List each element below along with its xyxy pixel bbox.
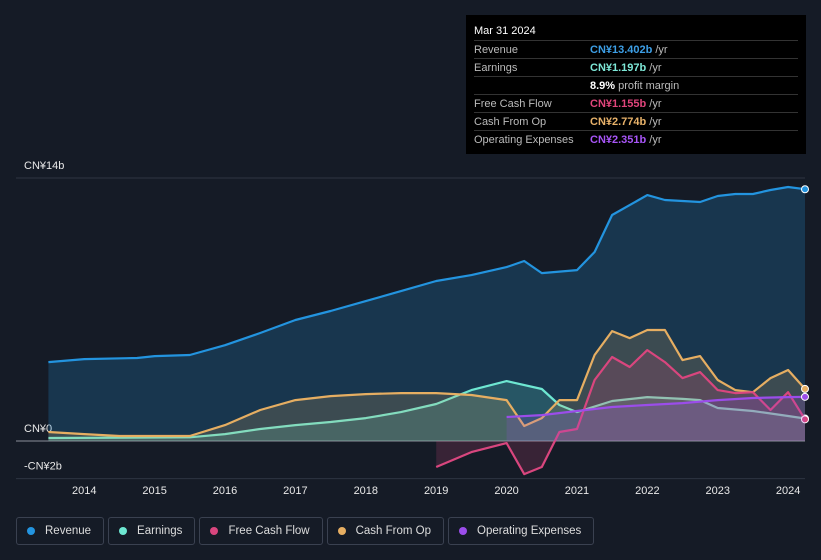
x-tick-label: 2020 (494, 485, 518, 497)
x-tick-label: 2022 (635, 485, 659, 497)
x-tick-label: 2023 (705, 485, 729, 497)
tooltip-label: Cash From Op (474, 116, 547, 128)
series-end-dot (801, 392, 809, 401)
legend-item[interactable]: Earnings (108, 517, 196, 545)
series-area (48, 381, 805, 442)
legend-label: Revenue (45, 525, 92, 537)
tooltip-value: CN¥1.155b (590, 98, 647, 110)
legend: Revenue Earnings Free Cash Flow Cash From O… (16, 517, 595, 545)
x-tick-label: 2014 (72, 485, 96, 497)
tooltip-date: Mar 31 2024 (474, 24, 798, 41)
series-end-dot (801, 415, 809, 424)
legend-label: Earnings (137, 525, 183, 537)
tooltip-value-group: 8.9% profit margin (590, 78, 679, 94)
legend-item[interactable]: Operating Expenses (448, 517, 595, 545)
tooltip-row: 8.9% profit margin (474, 78, 798, 95)
series-area (48, 187, 805, 442)
tooltip-unit: /yr (649, 116, 662, 128)
x-tick-label: 2016 (213, 485, 237, 497)
legend-item[interactable]: Free Cash Flow (199, 517, 323, 545)
tooltip-label: Earnings (474, 62, 518, 74)
series-line (48, 380, 806, 440)
x-tick-label: 2015 (142, 485, 166, 497)
tooltip-value-group: CN¥1.197b/yr (590, 60, 662, 76)
legend-label: Cash From Op (355, 525, 432, 537)
series-area (506, 396, 805, 442)
tooltip-unit: /yr (655, 44, 668, 56)
tooltip-value: CN¥1.197b (590, 62, 647, 74)
series-line (48, 328, 806, 438)
series-end-dot (801, 384, 809, 393)
tooltip-row: Operating Expenses CN¥2.351b/yr (474, 132, 798, 148)
x-tick-label: 2019 (424, 485, 448, 497)
series-line (48, 185, 806, 364)
y-tick-label: CN¥0 (24, 423, 52, 435)
y-tick-label: CN¥14b (24, 160, 64, 172)
x-tick-label: 2017 (283, 485, 307, 497)
tooltip-value-group: CN¥2.774b/yr (590, 114, 662, 130)
tooltip-row: Cash From Op CN¥2.774b/yr (474, 114, 798, 131)
tooltip-label: Operating Expenses (474, 134, 574, 146)
tooltip-value-group: CN¥2.351b/yr (590, 132, 662, 148)
tooltip-value: CN¥2.774b (590, 116, 647, 128)
x-tick-label: 2018 (354, 485, 378, 497)
tooltip-value-group: CN¥13.402b/yr (590, 42, 668, 58)
legend-item[interactable]: Revenue (16, 517, 105, 545)
tooltip-row: Earnings CN¥1.197b/yr (474, 60, 798, 77)
tooltip: Mar 31 2024 Revenue CN¥13.402b/yr Earnings… (466, 15, 806, 154)
series-area (48, 330, 805, 442)
tooltip-value-group: CN¥1.155b/yr (590, 96, 662, 112)
series-area (436, 350, 805, 475)
legend-swatch (119, 527, 128, 535)
series-line (506, 395, 806, 419)
tooltip-label: Free Cash Flow (474, 98, 552, 110)
tooltip-row: Revenue CN¥13.402b/yr (474, 42, 798, 59)
legend-swatch (337, 527, 346, 535)
tooltip-unit: profit margin (618, 80, 680, 92)
tooltip-row: Free Cash Flow CN¥1.155b/yr (474, 96, 798, 113)
tooltip-unit: /yr (649, 98, 662, 110)
legend-label: Operating Expenses (477, 525, 582, 537)
tooltip-unit: /yr (649, 62, 662, 74)
tooltip-value: 8.9% (590, 80, 616, 92)
x-tick-label: 2024 (776, 485, 800, 497)
legend-swatch (27, 527, 35, 535)
tooltip-label: Revenue (474, 44, 519, 56)
tooltip-value: CN¥13.402b (590, 44, 653, 56)
tooltip-unit: /yr (649, 134, 662, 146)
series-end-dot (801, 185, 809, 194)
y-tick-label: -CN¥2b (24, 461, 62, 473)
legend-item[interactable]: Cash From Op (326, 517, 445, 545)
chart: -CN¥2b CN¥0 CN¥14b 2014 2015 2016 2017 2018 2019… (16, 160, 809, 497)
tooltip-value: CN¥2.351b (590, 134, 647, 146)
legend-swatch (459, 527, 468, 535)
x-tick-label: 2021 (565, 485, 589, 497)
series-line (435, 349, 806, 476)
legend-swatch (210, 527, 219, 535)
legend-label: Free Cash Flow (228, 525, 310, 537)
